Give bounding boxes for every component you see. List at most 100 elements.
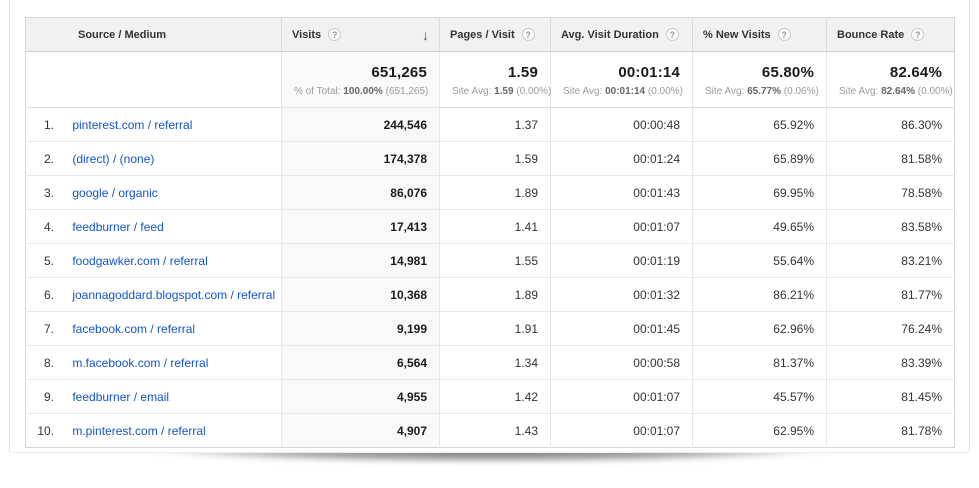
summary-sub-delta: (651,265) [385,86,429,97]
sort-desc-icon[interactable]: ↓ [422,26,429,43]
new-visits-cell: 65.92% [692,107,827,142]
source-medium-link[interactable]: m.pinterest.com / referral [72,423,206,438]
source-medium-link[interactable]: feedburner / feed [72,219,164,234]
visits-cell: 6,564 [281,345,440,380]
avg-visit-duration-cell: 00:01:07 [550,413,693,448]
col-header-label: Source / Medium [78,28,167,41]
col-header-new-visits[interactable]: % New Visits ? [692,17,827,52]
col-header-avg-visit-duration[interactable]: Avg. Visit Duration ? [550,17,693,52]
row-index: 9. [43,389,54,404]
table-row: 9. feedburner / email 4,955 1.42 00:01:0… [25,379,955,414]
summary-sub-delta: (0.00%) [647,86,683,97]
source-medium-link[interactable]: joannagoddard.blogspot.com / referral [72,287,276,302]
source-medium-link[interactable]: facebook.com / referral [72,321,196,336]
summary-bounce-cell: 82.64% Site Avg: 82.64% (0.00%) [826,51,955,108]
table-row: 4. feedburner / feed 17,413 1.41 00:01:0… [25,209,955,244]
summary-sub-delta: (0.00%) [516,86,552,97]
source-medium-link[interactable]: foodgawker.com / referral [72,253,208,268]
table-body: 1. pinterest.com / referral 244,546 1.37… [25,107,955,448]
summary-value: 00:01:14 [618,64,680,81]
bounce-rate-cell: 81.45% [826,379,955,414]
summary-sub-label: Site Avg: [452,86,492,97]
summary-subtext: % of Total: 100.00% (651,265) [294,86,429,97]
col-header-bounce-rate[interactable]: Bounce Rate ? [826,17,955,52]
table-row: 5. foodgawker.com / referral 14,981 1.55… [25,243,955,278]
summary-new-visits-cell: 65.80% Site Avg: 65.77% (0.06%) [692,51,827,108]
summary-sub-value: 82.64% [881,86,915,97]
visits-cell: 86,076 [281,175,440,210]
help-icon[interactable]: ? [328,28,342,41]
bounce-rate-cell: 83.58% [826,209,955,244]
bounce-rate-cell: 83.39% [826,345,955,380]
visits-cell: 4,955 [281,379,440,414]
pages-per-visit-cell: 1.89 [439,277,551,312]
source-medium-link[interactable]: (direct) / (none) [72,151,155,166]
summary-sub-delta: (0.00%) [917,86,953,97]
source-medium-link[interactable]: pinterest.com / referral [72,117,193,132]
avg-visit-duration-cell: 00:01:43 [550,175,693,210]
pages-per-visit-cell: 1.37 [439,107,551,142]
summary-subtext: Site Avg: 00:01:14 (0.00%) [563,86,683,97]
summary-sub-label: Site Avg: [839,86,879,97]
bounce-rate-cell: 83.21% [826,243,955,278]
source-cell: 2. (direct) / (none) [25,141,282,176]
table-row: 2. (direct) / (none) 174,378 1.59 00:01:… [25,141,955,176]
avg-visit-duration-cell: 00:01:07 [550,379,693,414]
help-icon[interactable]: ? [911,28,925,41]
avg-visit-duration-cell: 00:01:07 [550,209,693,244]
row-index: 2. [43,151,54,166]
screenshot-frame: Source / Medium Visits ? ↓ Pages / Visit… [9,0,970,453]
summary-sub-value: 00:01:14 [605,86,646,97]
row-index: 1. [43,117,54,132]
pages-per-visit-cell: 1.34 [439,345,551,380]
avg-visit-duration-cell: 00:00:48 [550,107,693,142]
bounce-rate-cell: 81.77% [826,277,955,312]
row-index: 5. [43,253,54,268]
visits-cell: 4,907 [281,413,440,448]
table-row: 10. m.pinterest.com / referral 4,907 1.4… [25,413,955,448]
visits-cell: 10,368 [281,277,440,312]
pages-per-visit-cell: 1.42 [439,379,551,414]
source-medium-link[interactable]: google / organic [72,185,158,200]
new-visits-cell: 69.95% [692,175,827,210]
new-visits-cell: 49.65% [692,209,827,244]
source-cell: 4. feedburner / feed [25,209,282,244]
visits-cell: 17,413 [281,209,440,244]
col-header-source-medium[interactable]: Source / Medium [25,17,282,52]
table-row: 8. m.facebook.com / referral 6,564 1.34 … [25,345,955,380]
help-icon[interactable]: ? [665,28,679,41]
source-medium-link[interactable]: feedburner / email [72,389,170,404]
new-visits-cell: 62.95% [692,413,827,448]
summary-sub-label: % of Total: [294,86,341,97]
summary-sub-value: 1.59 [494,86,514,97]
new-visits-cell: 62.96% [692,311,827,346]
summary-subtext: Site Avg: 1.59 (0.00%) [452,86,551,97]
summary-value: 82.64% [889,64,942,81]
summary-visits-cell: 651,265 % of Total: 100.00% (651,265) [281,51,440,108]
help-icon[interactable]: ? [521,28,535,41]
frame-drop-shadow [27,449,951,468]
help-icon[interactable]: ? [777,28,791,41]
summary-value: 65.80% [761,64,814,81]
summary-duration-cell: 00:01:14 Site Avg: 00:01:14 (0.00%) [550,51,693,108]
pages-per-visit-cell: 1.41 [439,209,551,244]
pages-per-visit-cell: 1.89 [439,175,551,210]
summary-subtext: Site Avg: 65.77% (0.06%) [705,86,819,97]
col-header-label: Avg. Visit Duration [561,28,659,41]
col-header-visits[interactable]: Visits ? ↓ [281,17,440,52]
bounce-rate-cell: 81.58% [826,141,955,176]
col-header-pages-per-visit[interactable]: Pages / Visit ? [439,17,551,52]
summary-row: 651,265 % of Total: 100.00% (651,265) 1.… [25,51,955,108]
avg-visit-duration-cell: 00:01:45 [550,311,693,346]
visits-cell: 9,199 [281,311,440,346]
source-cell: 6. joannagoddard.blogspot.com / referral [25,277,282,312]
summary-sub-value: 100.00% [343,86,383,97]
avg-visit-duration-cell: 00:00:58 [550,345,693,380]
col-header-label: Bounce Rate [837,28,905,41]
new-visits-cell: 86.21% [692,277,827,312]
summary-sub-delta: (0.06%) [783,86,819,97]
bounce-rate-cell: 78.58% [826,175,955,210]
source-medium-link[interactable]: m.facebook.com / referral [72,355,209,370]
source-cell: 1. pinterest.com / referral [25,107,282,142]
